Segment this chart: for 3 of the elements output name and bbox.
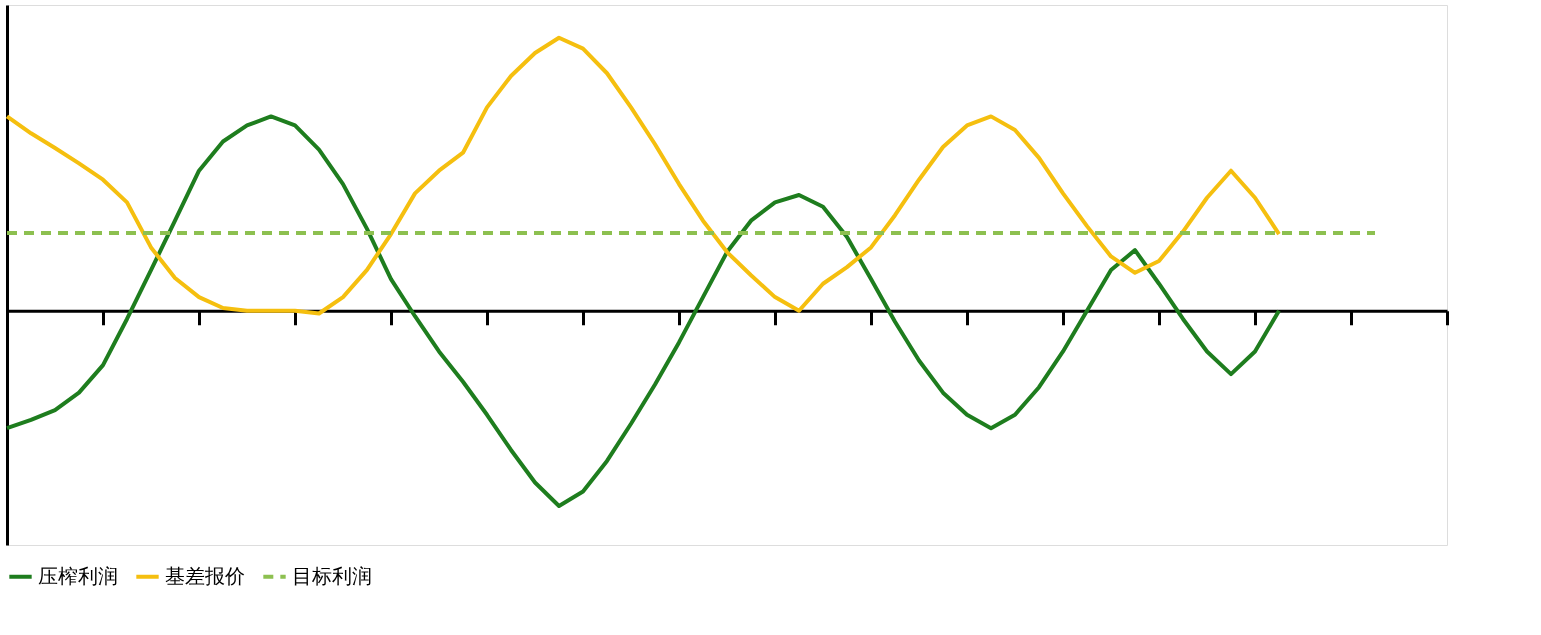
legend-label: 压榨利润: [38, 563, 118, 588]
legend-label: 目标利润: [292, 563, 372, 588]
legend-label: 基差报价: [165, 563, 245, 588]
